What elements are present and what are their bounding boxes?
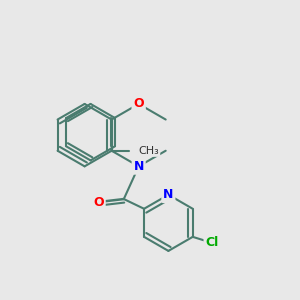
Text: CH₃: CH₃ bbox=[138, 146, 159, 156]
Text: N: N bbox=[163, 188, 174, 201]
Text: N: N bbox=[134, 160, 144, 173]
Text: O: O bbox=[93, 196, 104, 208]
Text: Cl: Cl bbox=[206, 236, 219, 249]
Text: O: O bbox=[134, 98, 144, 110]
